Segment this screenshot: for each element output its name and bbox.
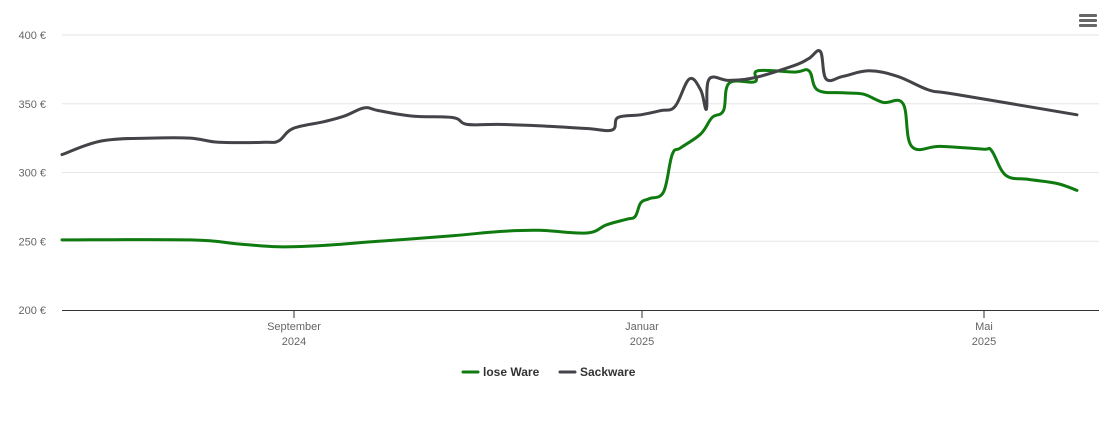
x-tick-month: September [267,321,321,333]
legend-item[interactable]: Sackware [558,365,636,379]
y-tick-label: 200 € [18,305,46,317]
y-axis-labels: 200 € 250 € 300 € 350 € 400 € [18,30,46,317]
x-axis: September 2024 Januar 2025 Mai 2025 [62,310,1099,348]
legend-item[interactable]: lose Ware [461,365,540,379]
series-line-lose-ware [60,68,1079,249]
y-tick-label: 250 € [18,236,46,248]
legend-label: lose Ware [483,365,540,379]
y-tick-label: 400 € [18,30,46,42]
series-lines [60,49,1079,249]
legend-label: Sackware [580,365,636,379]
x-tick-month: Mai [975,321,993,333]
x-tick-month: Januar [625,321,659,333]
series-line-sackware [60,49,1079,157]
x-tick-year: 2024 [282,336,306,348]
y-tick-label: 300 € [18,168,46,180]
y-tick-label: 350 € [18,99,46,111]
menu-icon[interactable] [1079,14,1097,30]
grid-lines [62,34,1099,242]
x-tick-year: 2025 [972,336,996,348]
x-tick-year: 2025 [630,336,654,348]
legend: lose Ware Sackware [461,365,636,379]
